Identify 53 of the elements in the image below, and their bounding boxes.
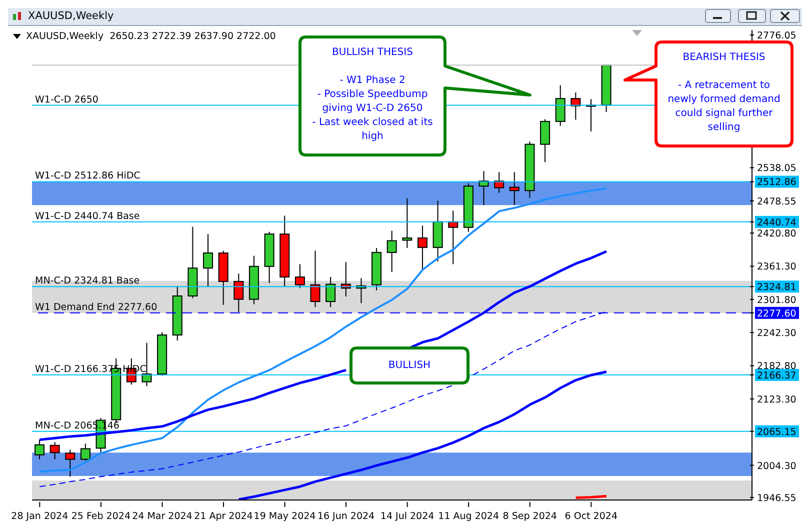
y-tick-label: 2538.05 — [757, 163, 796, 174]
y-tick-label: 1946.55 — [757, 492, 796, 504]
x-tick-label: 19 May 2024 — [254, 511, 316, 522]
candlestick — [234, 273, 244, 313]
candlestick — [65, 449, 76, 478]
y-tick-label: 2361.30 — [757, 262, 796, 273]
text: BULLISH THESIS - W1 Phase 2 - Possible Speedbump giving W1-C-D 2650 - Last week closed at its high — [312, 47, 433, 142]
x-tick-label: 21 Apr 2024 — [194, 511, 253, 522]
y-tick-label: 2065.15 — [757, 426, 796, 438]
line-series — [238, 370, 608, 500]
y-tick-label: 2478.55 — [757, 196, 796, 208]
candlestick — [402, 198, 412, 248]
candlestick — [417, 225, 428, 272]
ref-line-label: MN-C-D 2324.81 Base — [35, 276, 140, 287]
y-tick-label: 2166.37 — [757, 370, 796, 382]
x-tick-label: 24 Mar 2024 — [132, 511, 192, 522]
y-tick-label: 2440.74 — [757, 217, 796, 228]
candlestick — [34, 439, 44, 460]
x-tick-label: 16 Jun 2024 — [317, 511, 375, 522]
y-tick-label: 2776.05 — [757, 30, 796, 42]
y-tick-label: 2420.80 — [757, 228, 796, 240]
chart-subtitle: XAUUSD,Weekly 2650.23 2722.39 2637.90 2722.00 — [26, 31, 276, 42]
candlestick — [50, 442, 60, 460]
annotation: BULLISH — [387, 359, 432, 373]
candlestick — [310, 250, 320, 308]
ref-line-label: W1 Demand End 2277.60 — [35, 302, 158, 313]
candlestick — [386, 230, 397, 272]
ref-line-label: W1-C-D 2650 — [35, 94, 98, 106]
candlestick — [326, 276, 336, 308]
y-tick-label: 2123.30 — [757, 394, 796, 406]
candlestick — [509, 172, 520, 206]
ref-line-label: W1-C-D 2512.86 HiDC — [35, 170, 141, 182]
candlestick — [540, 118, 550, 163]
y-tick-label: 2242.30 — [757, 328, 796, 340]
x-tick-label: 25 Feb 2024 — [71, 511, 130, 522]
y-tick-label: 2324.81 — [757, 282, 796, 294]
candlestick — [80, 443, 90, 461]
y-tick-label: 2277.60 — [757, 308, 796, 320]
x-tick-label: 8 Sep 2024 — [502, 511, 557, 522]
x-tick-label: 14 Jul 2024 — [380, 511, 434, 522]
chart-title: XAUUSD,Weekly — [28, 10, 114, 22]
ref-line-label: W1-C-D 2440.74 Base — [35, 210, 140, 222]
candlestick — [570, 92, 581, 120]
x-tick-label: 11 Aug 2024 — [438, 511, 500, 522]
candlestick — [294, 264, 305, 289]
text: BEARISH THESIS - A retracement to newly formed demand could signal further selling — [668, 52, 780, 133]
candlestick — [203, 234, 214, 287]
y-tick-label: 2301.80 — [757, 294, 796, 306]
y-tick-label: 2004.30 — [757, 460, 796, 472]
x-tick-label: 6 Oct 2024 — [564, 511, 618, 522]
y-tick-label: 2512.86 — [757, 177, 796, 188]
candlestick — [555, 84, 566, 126]
x-tick-label: 28 Jan 2024 — [11, 511, 68, 522]
